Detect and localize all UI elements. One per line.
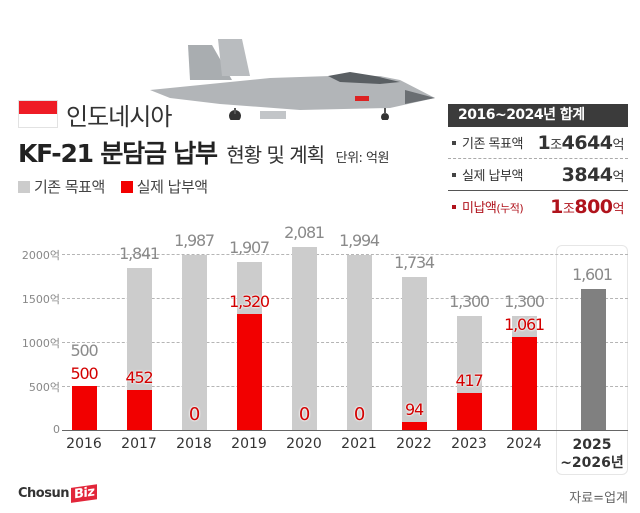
bar-actual (71, 386, 97, 430)
value-label-target: 500 (70, 341, 99, 360)
gridline (62, 254, 628, 255)
legend-swatch-red (120, 181, 133, 193)
legend-swatch-gray (18, 181, 30, 193)
y-tick-label: 2000억 (21, 249, 60, 262)
value-label-target: 1,300 (449, 291, 490, 311)
x-tick-label: 2024 (506, 436, 542, 452)
bar-target (291, 246, 317, 430)
value-label-target: 1,987 (174, 231, 215, 251)
unit-label: 단위: 억원 (335, 151, 390, 166)
y-tick-label: 1000억 (21, 337, 60, 350)
bar-actual (456, 393, 482, 430)
kf21-jet-image (150, 39, 435, 120)
gridline (62, 386, 628, 387)
legend: 기존 목표액 실제 납부액 (18, 176, 208, 197)
value-label-target: 1,734 (394, 253, 435, 273)
chart-title: KF-21 분담금 납부 현황 및 계획 단위: 억원 (18, 134, 389, 170)
chosunbiz-logo: Chosun Biz (18, 484, 98, 503)
x-tick-label: 2017 (121, 436, 157, 452)
bar-plan (580, 289, 606, 430)
x-axis-line (62, 430, 628, 431)
legend-item-actual: 실제 납부액 (120, 176, 208, 197)
value-label-target: 1,907 (229, 238, 270, 258)
value-label-plan: 1,601 (572, 265, 613, 285)
bar-target (181, 255, 207, 430)
indonesia-flag-icon (18, 100, 58, 128)
value-label-actual: 500 (70, 364, 99, 383)
bar-actual (236, 313, 262, 430)
title-bold: KF-21 분담금 납부 (18, 139, 218, 168)
value-label-actual: 0 (353, 404, 365, 425)
value-label-target: 2,081 (284, 222, 325, 242)
legend-item-target: 기존 목표액 (18, 176, 105, 197)
x-tick-label: 2023 (451, 436, 487, 452)
summary-row-unpaid: 미납액(누적) 1조800억 (448, 191, 628, 222)
y-tick-label: 1500억 (21, 293, 60, 306)
summary-row-actual: 실제 납부액 3844억 (448, 159, 628, 191)
country-label: 인도네시아 (66, 103, 172, 131)
y-tick-label: 0 (53, 423, 60, 436)
x-tick-label: 2021 (341, 436, 377, 452)
summary-box: 2016~2024년 합계 기존 목표액 1조4644억 실제 납부액 3844… (448, 104, 628, 222)
y-tick-label: 500억 (28, 381, 60, 394)
value-label-target: 1,994 (339, 230, 380, 250)
bar-target (401, 277, 427, 430)
gridline (62, 342, 628, 343)
x-tick-label: 2022 (396, 436, 432, 452)
value-label-target: 1,841 (119, 243, 160, 263)
value-label-actual: 1,320 (229, 291, 270, 311)
title-sub: 현황 및 계획 (226, 143, 325, 167)
value-label-actual: 452 (125, 368, 154, 388)
value-label-target: 1,300 (504, 291, 545, 311)
value-label-actual: 94 (405, 399, 424, 419)
bar-actual (511, 336, 537, 430)
value-label-actual: 0 (298, 404, 310, 425)
gridline (62, 298, 628, 299)
x-tick-label: 2018 (176, 436, 212, 452)
forecast-panel (556, 245, 628, 475)
value-label-actual: 1,061 (504, 314, 545, 334)
source-note: 자료=업계 (569, 491, 628, 506)
bar-target (346, 254, 372, 430)
x-tick-label: 2020 (286, 436, 322, 452)
bar-actual (126, 390, 152, 430)
bar-actual (401, 421, 427, 430)
x-tick-label-forecast: 2025 ~2026년 (560, 437, 624, 471)
x-tick-label: 2019 (231, 436, 267, 452)
summary-title: 2016~2024년 합계 (448, 104, 628, 127)
value-label-actual: 417 (455, 371, 484, 391)
x-tick-label: 2016 (66, 436, 102, 452)
value-label-actual: 0 (188, 404, 200, 425)
summary-row-target: 기존 목표액 1조4644억 (448, 127, 628, 159)
